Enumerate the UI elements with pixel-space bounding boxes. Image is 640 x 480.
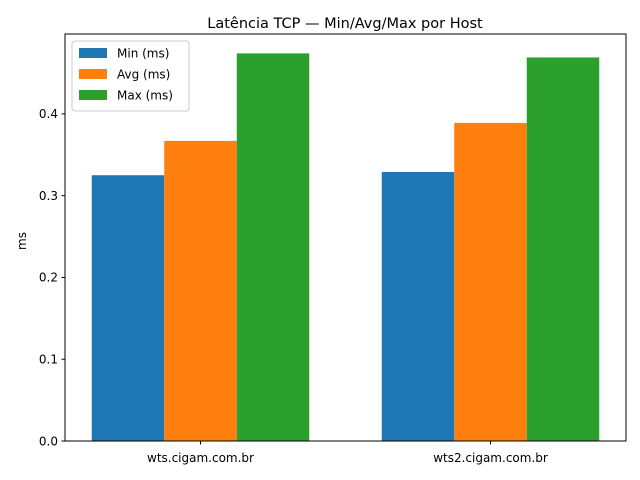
legend-swatch (79, 48, 107, 58)
y-axis-ticks: 0.0 0.1 0.2 0.3 0.4 (39, 107, 65, 448)
y-tick-label: 0.2 (39, 271, 58, 285)
bar-max-2 (526, 57, 600, 442)
legend-label: Avg (ms) (117, 68, 170, 82)
legend-swatch (79, 69, 107, 79)
bar-avg-2 (454, 122, 527, 442)
chart-title: Latência TCP — Min/Avg/Max por Host (207, 16, 483, 32)
legend-label: Min (ms) (117, 47, 169, 61)
bars-group (91, 53, 600, 442)
bar-min-1 (91, 175, 165, 441)
y-axis-label: ms (15, 232, 29, 250)
y-tick-label: 0.0 (39, 434, 58, 448)
bar-max-1 (236, 53, 310, 441)
y-tick-label: 0.4 (39, 107, 58, 121)
x-tick-label: wts2.cigam.com.br (433, 451, 548, 465)
legend-label: Max (ms) (117, 89, 173, 103)
y-tick-label: 0.1 (39, 353, 58, 367)
x-tick-label: wts.cigam.com.br (147, 451, 254, 465)
bar-min-2 (381, 171, 455, 441)
x-axis-ticks: wts.cigam.com.br wts2.cigam.com.br (147, 441, 548, 465)
y-tick-label: 0.3 (39, 189, 58, 203)
bar-avg-1 (164, 140, 237, 441)
plot-area-frame (64, 33, 627, 442)
legend-swatch (79, 90, 107, 100)
legend: Min (ms) Avg (ms) Max (ms) (71, 40, 190, 112)
